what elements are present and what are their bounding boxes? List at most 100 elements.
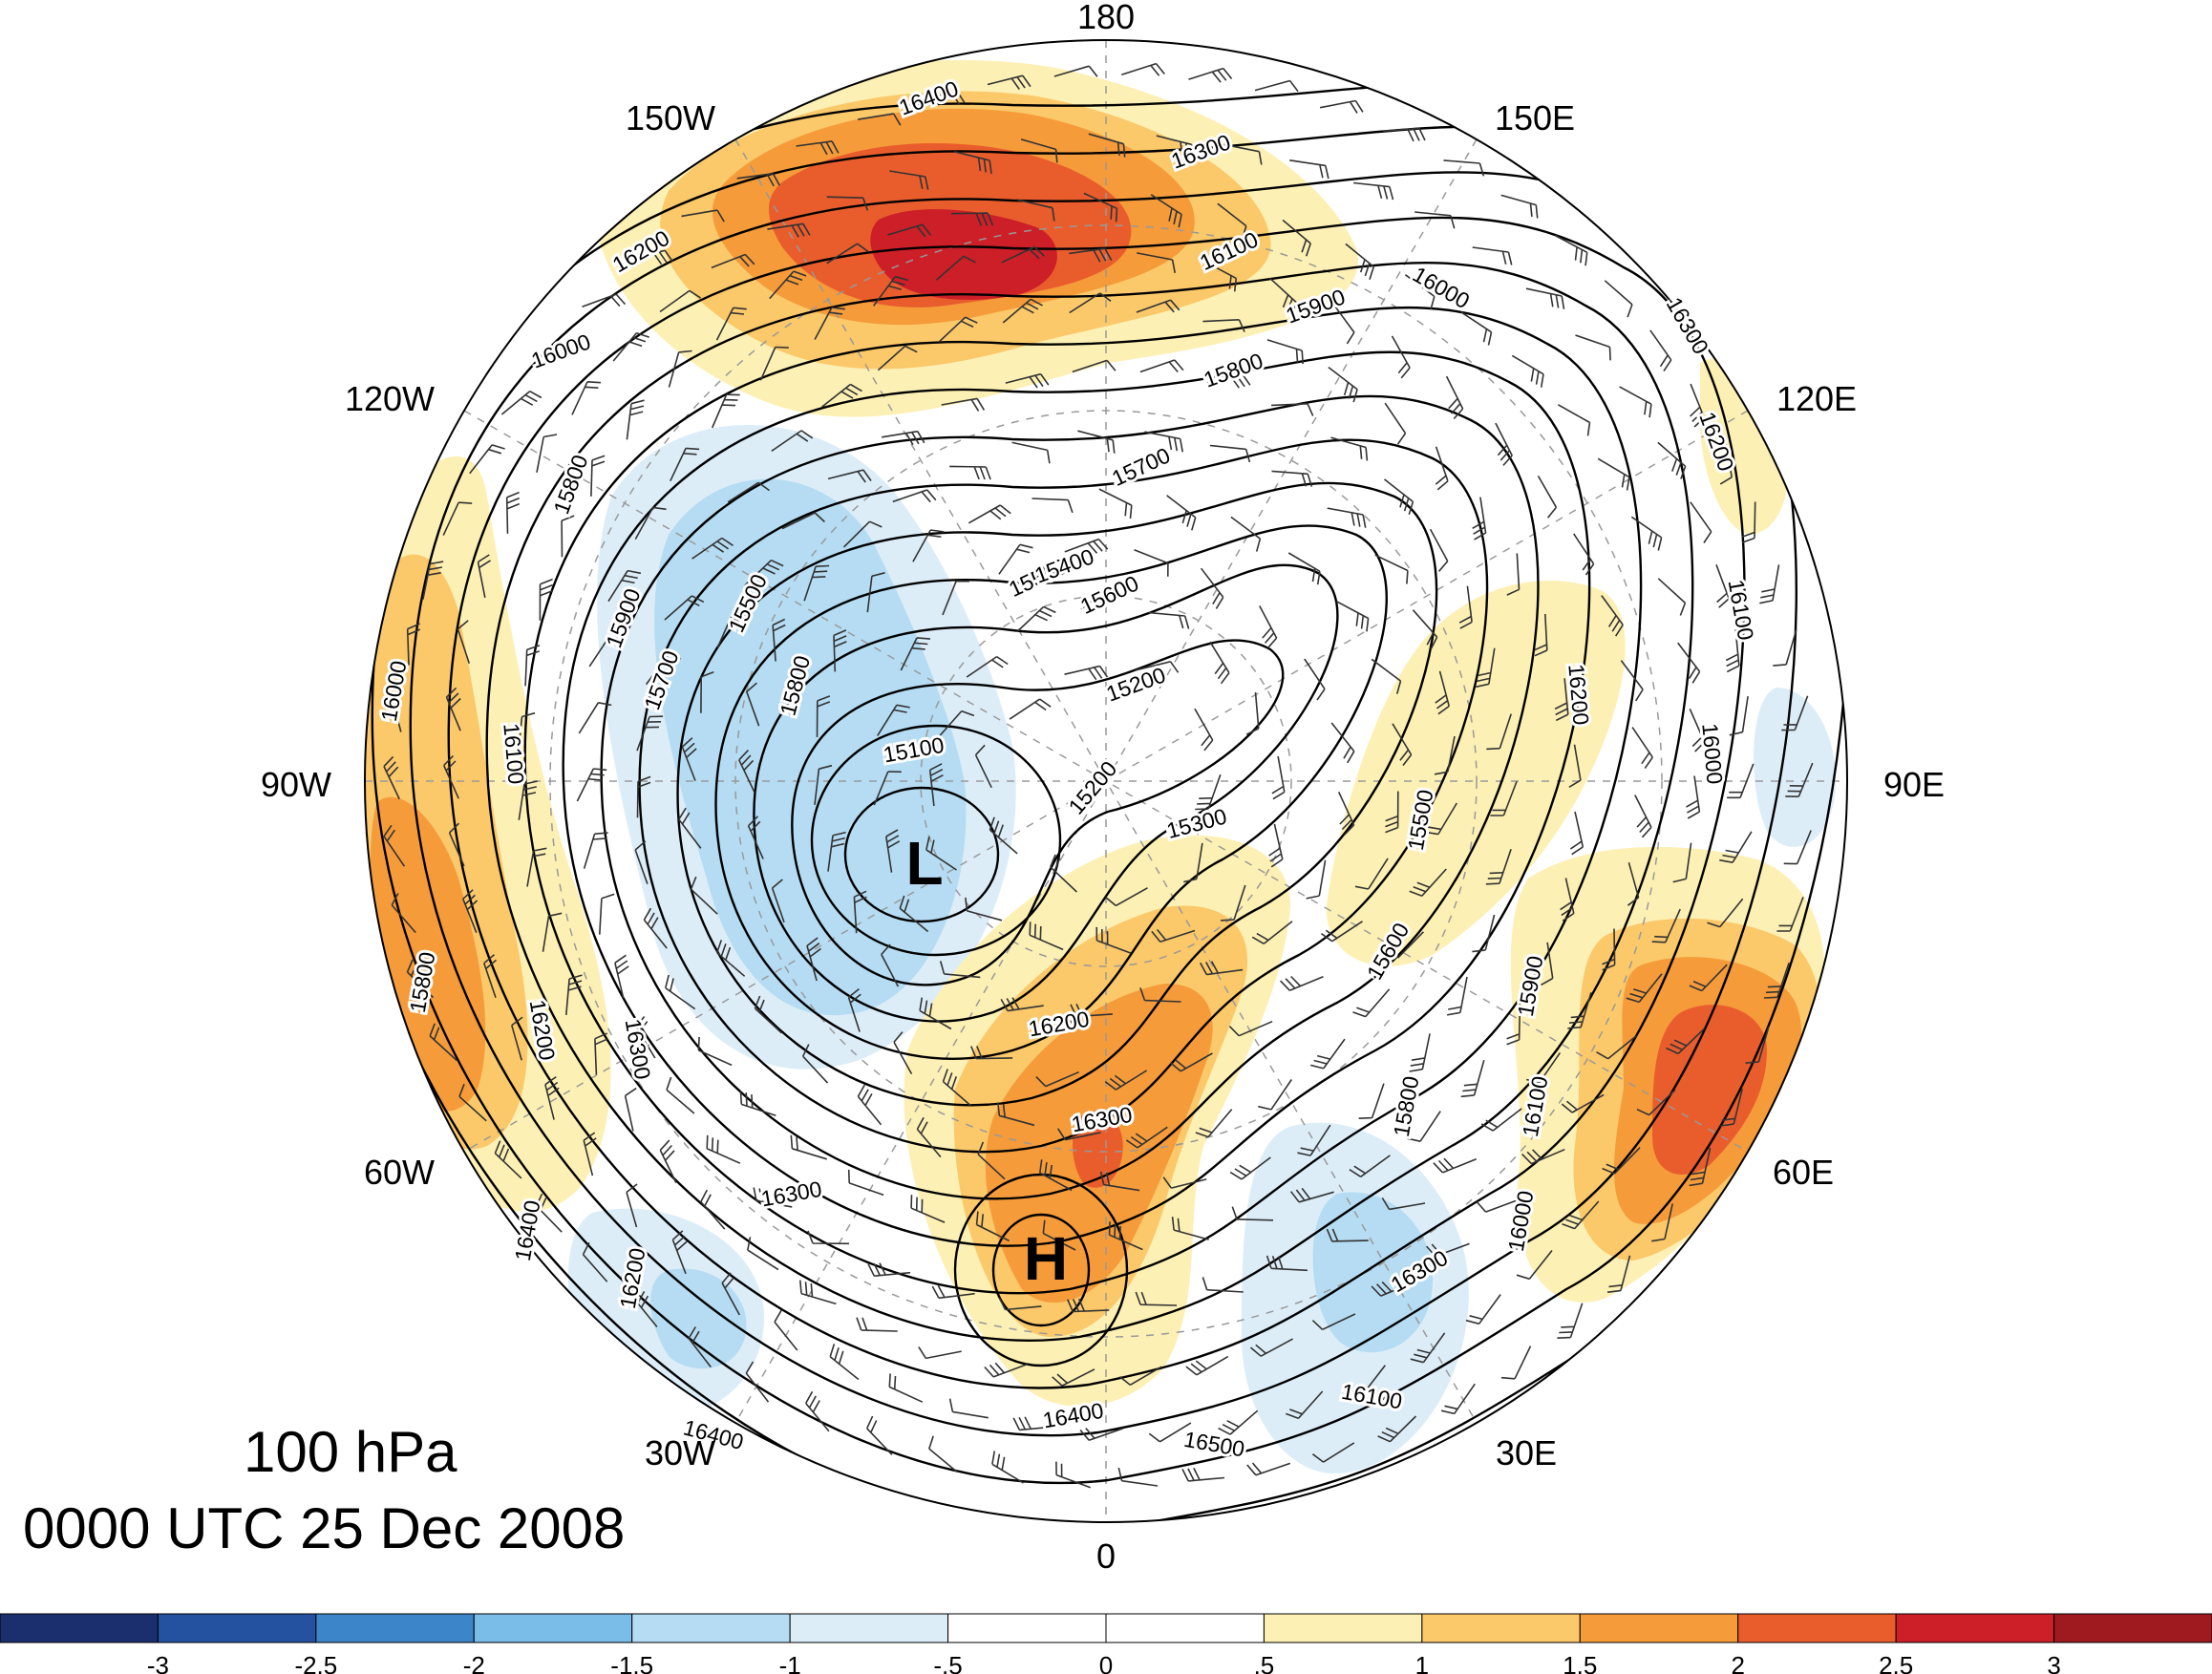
wind-barb [1108, 1221, 1143, 1251]
wind-barb [1016, 605, 1056, 633]
wind-barb [1311, 1313, 1356, 1331]
wind-barb [1630, 516, 1663, 551]
wind-barb [910, 1195, 946, 1223]
wind-barb [582, 293, 627, 307]
wind-barb [634, 506, 667, 540]
colorbar: -3 -2.5 -2 -1.5 -1 -.5 0 .5 1 1.5 2 2.5 3 [0, 1613, 2212, 1674]
wind-barb [1719, 441, 1733, 485]
wind-barb [664, 595, 705, 621]
wind-barb [1118, 1366, 1162, 1386]
contour-label: 16000 [1697, 722, 1727, 785]
colorbar-swatch [157, 1613, 317, 1643]
wind-barb [711, 253, 755, 269]
wind-barb [1391, 335, 1411, 379]
wind-barb [1202, 1277, 1244, 1293]
wind-barb [406, 959, 435, 999]
wind-barb [1151, 928, 1196, 943]
wind-barb [442, 754, 459, 799]
wind-barb [1328, 366, 1358, 403]
wind-barb [1217, 202, 1247, 240]
wind-barb [599, 893, 615, 935]
wind-barb [767, 222, 811, 238]
wind-barb [1606, 1255, 1631, 1293]
wind-barb [1500, 194, 1539, 219]
wind-barb [1330, 436, 1369, 461]
wind-barb [1404, 274, 1436, 310]
wind-barb [1429, 528, 1449, 572]
wind-barb [753, 1187, 793, 1208]
pressure-level-label: 100 hPa [244, 1420, 457, 1484]
wind-barb [790, 1134, 828, 1160]
wind-barb [1620, 660, 1644, 702]
wind-barb [1251, 921, 1293, 944]
wind-barb [771, 430, 814, 453]
wind-barb [1407, 1111, 1441, 1142]
wind-barb [987, 74, 1032, 90]
wind-barb [1569, 811, 1585, 856]
wind-barb [744, 559, 784, 586]
wind-barb [518, 780, 538, 820]
wind-barb [1561, 1093, 1605, 1113]
wind-barb [1050, 854, 1077, 893]
wind-barb [1626, 973, 1663, 1004]
wind-barb [814, 764, 833, 805]
wind-barb [739, 1091, 776, 1116]
wind-barb [1353, 181, 1394, 201]
wind-barb [635, 1016, 656, 1059]
wind-barb [636, 775, 651, 818]
wind-barb [544, 1075, 560, 1120]
wind-barb [1707, 898, 1744, 928]
wind-barb [736, 173, 780, 187]
wind-barbs [383, 62, 1814, 1489]
wind-barb [771, 879, 785, 923]
wind-barb [1266, 1255, 1308, 1272]
wind-barb [1567, 992, 1592, 1029]
wind-barb [607, 569, 642, 603]
wind-barb [645, 654, 681, 686]
wind-barb [1596, 1035, 1637, 1060]
colorbar-label: 1 [1415, 1651, 1429, 1674]
wind-barb [1069, 247, 1113, 263]
wind-barb [706, 1134, 741, 1164]
wind-barb [1472, 246, 1513, 265]
shade-pos-region-13 [1326, 581, 1626, 966]
lon-label-90w: 90W [261, 765, 331, 804]
wind-barb [1345, 243, 1375, 280]
lon-label-150e: 150E [1495, 98, 1575, 138]
colorbar-label: 1.5 [1563, 1651, 1597, 1674]
wind-barb [1202, 319, 1245, 332]
wind-barb [1032, 498, 1074, 514]
wind-barb [1636, 1089, 1676, 1116]
wind-barb [1409, 1033, 1431, 1072]
wind-barb [1374, 554, 1409, 584]
wind-barb [1042, 1219, 1076, 1251]
wind-barb [1485, 848, 1512, 885]
wind-barb [1331, 303, 1355, 345]
wind-barb [539, 340, 583, 360]
wind-barb [893, 1031, 913, 1074]
wind-barb [805, 1390, 830, 1432]
wind-barb [1245, 691, 1260, 735]
wind-barb [1410, 1332, 1446, 1364]
wind-barb [826, 196, 869, 211]
wind-barb [1297, 1124, 1331, 1156]
wind-barb [922, 91, 966, 105]
wind-barb [671, 1230, 688, 1275]
wind-barb [1162, 1176, 1207, 1189]
wind-barb [1135, 1291, 1178, 1306]
wind-barb [1055, 1461, 1091, 1489]
wind-barb [1135, 661, 1180, 673]
wind-barb [576, 768, 607, 802]
wind-barb [561, 515, 575, 558]
wind-barb [829, 1344, 860, 1381]
wind-barb [1169, 1052, 1213, 1072]
wind-barb [445, 687, 461, 731]
wind-barb [1689, 1147, 1712, 1187]
wind-barb [1011, 441, 1051, 464]
wind-barb [892, 489, 937, 503]
wind-barb [1271, 755, 1286, 800]
wind-barb [769, 270, 807, 300]
map-border [364, 39, 1848, 1523]
wind-barb [806, 937, 821, 982]
wind-barb [916, 1116, 942, 1158]
